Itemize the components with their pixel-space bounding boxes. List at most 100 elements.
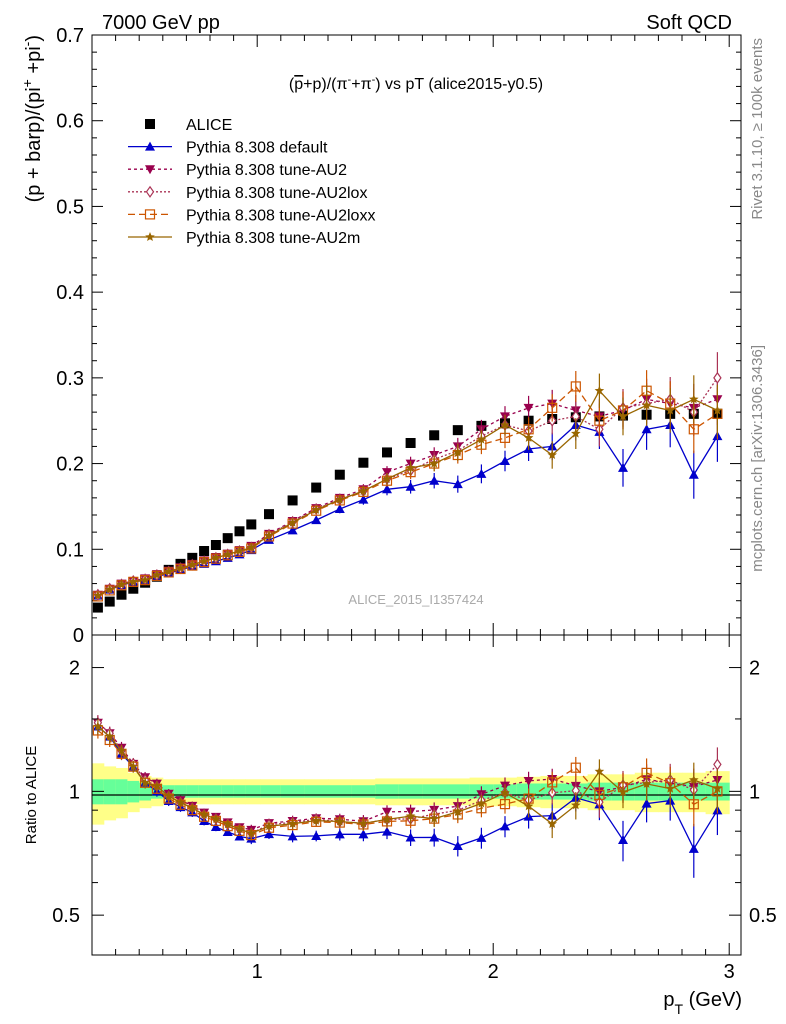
series-point-0: [405, 438, 416, 448]
ratio-point-5: [152, 781, 162, 791]
main-ytick-label: 0.5: [56, 196, 84, 218]
series-point-0: [287, 495, 298, 506]
main-ytick-label: 0.3: [56, 368, 84, 390]
ratio-ytick-label-right: 0.5: [749, 905, 777, 927]
series-point-0: [311, 482, 322, 493]
ratio-xtick-label: 1: [252, 961, 263, 983]
series-point-5: [641, 400, 652, 410]
series-point-5: [116, 579, 127, 589]
ratio-point-5: [594, 766, 605, 776]
series-point-5: [187, 559, 198, 569]
series-point-5: [689, 394, 699, 404]
main-ytick-label: 0.1: [56, 539, 84, 561]
title-rest: +p)/(π: [303, 76, 347, 93]
series-point-5: [234, 546, 245, 555]
series-point-5: [618, 411, 628, 421]
series-point-0: [187, 552, 198, 563]
series-point-0: [210, 540, 221, 550]
ratio-point-1: [500, 821, 510, 831]
series-point-0: [334, 469, 345, 480]
x-axis-label: pT (GeV): [663, 989, 742, 1017]
ratio-point-5: [500, 787, 510, 797]
ratio-line-2: [97, 722, 718, 831]
series-point-0: [234, 526, 245, 537]
band-inner: [198, 785, 211, 798]
ratio-point-1: [358, 829, 369, 839]
ratio-point-1: [264, 829, 274, 839]
main-ytick-label: 0.6: [56, 111, 84, 133]
ratio-point-5: [175, 797, 186, 807]
series-point-5: [246, 542, 257, 552]
ratio-point-4: [547, 777, 558, 788]
ratio-point-1: [311, 830, 322, 840]
series-point-5: [335, 494, 345, 504]
band-inner: [260, 785, 282, 798]
band-inner: [280, 785, 305, 798]
ratio-point-2: [382, 807, 392, 817]
ratio-point-5: [689, 775, 699, 784]
ratio-panel-frame: [91, 634, 742, 956]
legend-marker-1: [145, 141, 155, 151]
series-point-4: [570, 381, 581, 392]
ratio-ylabel: Ratio to ALICE: [23, 746, 40, 844]
ratio-point-5: [93, 721, 103, 731]
analysis-watermark: ALICE_2015_I1357424: [348, 592, 483, 607]
title-sup2: -: [372, 74, 376, 86]
mcplots-label: mcplots.cern.ch [arXiv:1306.3436]: [749, 345, 766, 572]
ratio-point-5: [199, 809, 209, 819]
ratio-point-5: [222, 819, 233, 829]
series-point-5: [429, 458, 439, 468]
series-point-1: [618, 462, 628, 472]
band-inner: [221, 785, 235, 798]
series-point-5: [311, 504, 321, 514]
series-point-5: [163, 566, 174, 576]
ratio-point-5: [523, 801, 534, 811]
ratio-point-1: [641, 798, 652, 808]
legend-entry-0: ALICE: [186, 117, 232, 134]
legend-marker-4: [144, 209, 156, 220]
series-point-5: [128, 576, 139, 586]
series-point-2: [382, 468, 392, 478]
ratio-ytick-label-right: 2: [749, 658, 760, 680]
ratio-point-5: [641, 778, 652, 788]
series-point-1: [358, 494, 369, 504]
series-point-5: [476, 434, 487, 444]
ratio-series-5: [93, 718, 723, 839]
series-point-0: [429, 430, 440, 441]
series-5: [93, 373, 723, 600]
series-point-5: [175, 563, 186, 573]
series-point-5: [712, 405, 723, 415]
series-point-1: [429, 475, 440, 485]
ratio-point-5: [476, 798, 487, 808]
series-point-1: [452, 479, 463, 489]
legend-entry-2: Pythia 8.308 tune-AU2: [186, 162, 347, 179]
ratio-point-5: [335, 816, 345, 826]
series-point-0: [264, 509, 274, 520]
band-inner: [210, 785, 223, 798]
series-point-1: [334, 504, 345, 513]
series-point-5: [571, 428, 581, 438]
ratio-ytick-label: 1: [69, 781, 80, 803]
series-point-1: [476, 468, 487, 478]
band-inner: [186, 785, 199, 798]
series-line-5: [97, 389, 718, 597]
main-series-group: [92, 352, 723, 613]
legend-entry-4: Pythia 8.308 tune-AU2loxx: [186, 207, 375, 224]
series-point-2: [523, 403, 534, 413]
main-axis-ticks: 0 0.1 0.2 0.3 0.4 0.5 0.6 0.7: [56, 25, 741, 647]
band-inner: [115, 779, 128, 805]
series-point-5: [104, 584, 115, 594]
band-inner: [328, 785, 353, 798]
series-point-5: [594, 385, 605, 395]
band-inner: [233, 785, 246, 798]
series-point-5: [523, 432, 534, 442]
ratio-point-5: [287, 818, 298, 828]
series-point-5: [405, 462, 416, 472]
series-point-0: [382, 447, 392, 458]
series-line-1: [97, 424, 718, 597]
ratio-point-5: [234, 824, 245, 834]
ratio-point-5: [453, 806, 463, 816]
ratio-point-5: [382, 814, 392, 824]
series-point-4: [688, 424, 699, 435]
